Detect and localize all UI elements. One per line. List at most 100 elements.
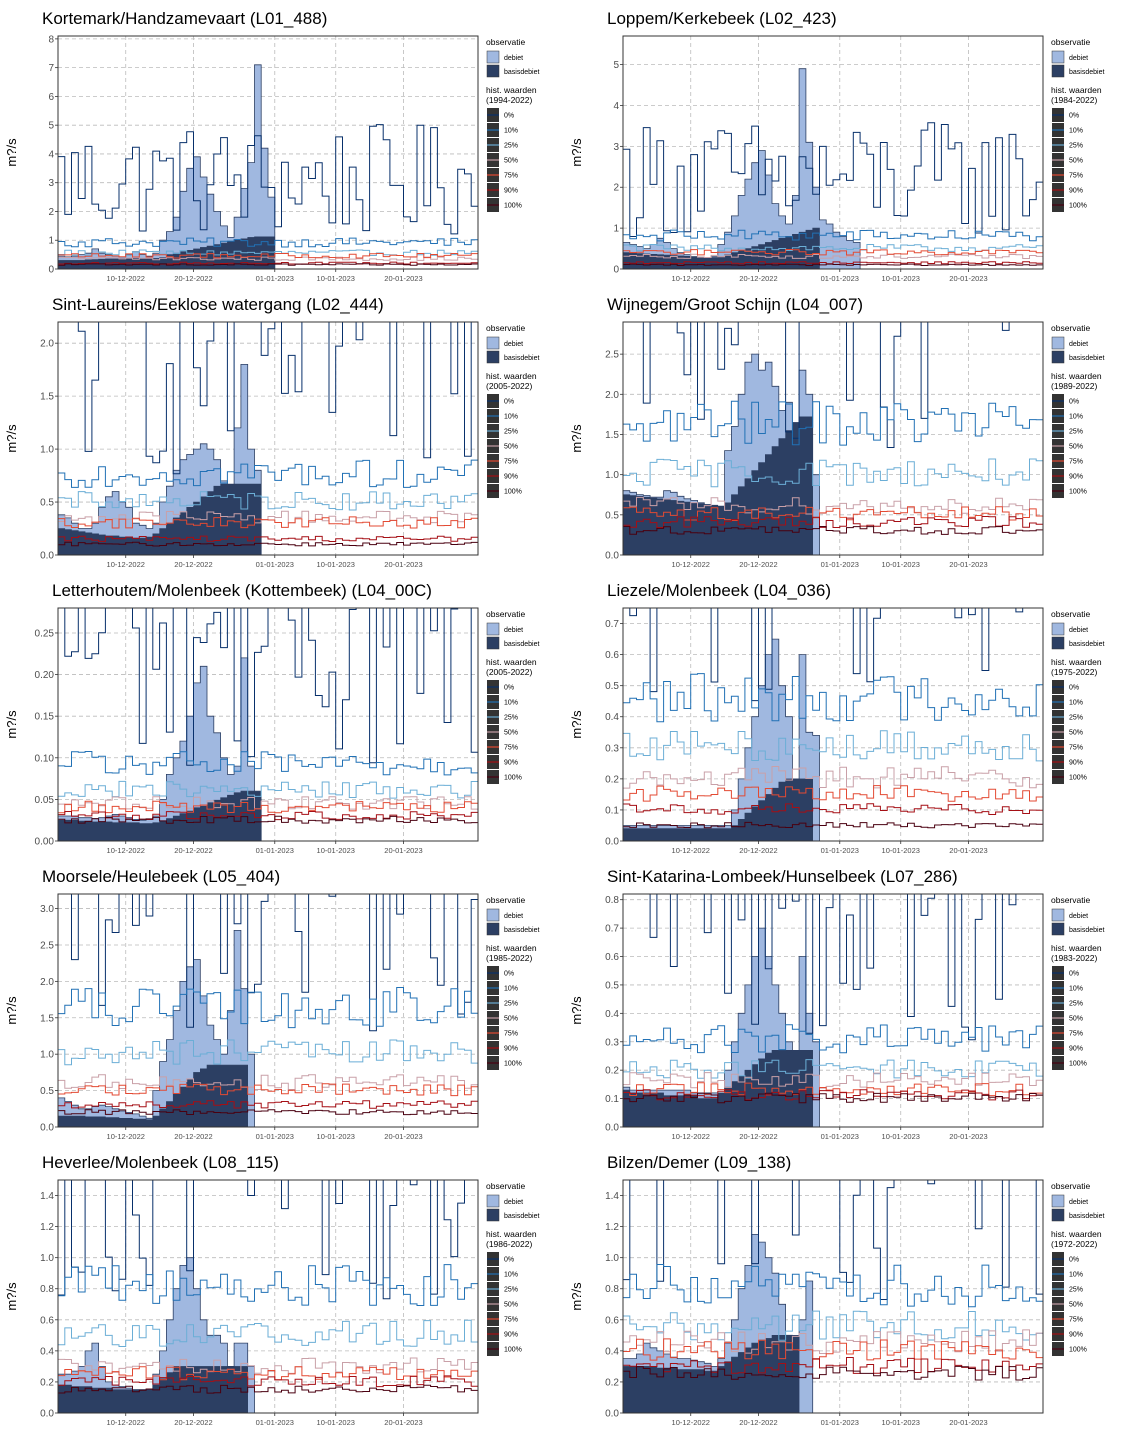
legend-label-hist: 75% xyxy=(504,173,518,180)
legend-swatch-debiet xyxy=(1051,1194,1065,1208)
hist-line-100pct xyxy=(58,263,478,266)
hist-line-50pct xyxy=(58,510,478,524)
x-tick-label: 20-12-2022 xyxy=(739,1132,777,1141)
legend-label-hist: 25% xyxy=(1069,715,1083,722)
legend-swatch-debiet xyxy=(486,622,500,636)
chart-title: Letterhoutem/Molenbeek (Kottembeek) (L04… xyxy=(52,581,432,600)
legend-label-hist: 100% xyxy=(504,203,522,210)
legend-swatch-basisdebiet xyxy=(486,64,500,78)
hist-line-100pct xyxy=(58,1109,478,1116)
y-tick-label: 5 xyxy=(613,60,619,71)
legend-label-hist: 50% xyxy=(1069,730,1083,737)
plot-border xyxy=(57,321,479,556)
x-tick-label: 01-01-2023 xyxy=(821,846,859,855)
legend-label-hist: 25% xyxy=(1069,143,1083,150)
hist-line-0pct xyxy=(623,608,1043,702)
chart-panel-3: Sint-Laureins/Eeklose watergang (L02_444… xyxy=(0,286,564,572)
legend-title-hist-period: (2005-2022) xyxy=(486,667,532,677)
y-tick-label: 2.0 xyxy=(605,390,619,401)
y-tick-label: 0.8 xyxy=(40,1284,54,1295)
legend-swatch-debiet xyxy=(1051,622,1065,636)
legend-label-hist: 50% xyxy=(504,158,518,165)
hist-line-75pct xyxy=(58,800,478,814)
y-tick-label: 0.25 xyxy=(35,628,55,639)
hist-line-50pct xyxy=(58,256,478,261)
plot-border xyxy=(622,893,1044,1128)
y-tick-label: 4 xyxy=(613,101,619,112)
x-tick-label: 20-12-2022 xyxy=(174,846,212,855)
legend-title-hist-period: (1989-2022) xyxy=(1051,381,1097,391)
x-tick-label: 20-01-2023 xyxy=(949,1418,987,1427)
legend-title-hist: hist. waarden xyxy=(1051,657,1102,667)
legend-label-basisdebiet: basisdebiet xyxy=(1069,1213,1104,1220)
legend-label-hist: 10% xyxy=(504,128,518,135)
legend-label-basisdebiet: basisdebiet xyxy=(1069,641,1104,648)
series-debiet-area xyxy=(623,68,861,269)
hist-line-0pct xyxy=(58,1180,478,1300)
plot-area xyxy=(58,322,478,555)
legend-label-debiet: debiet xyxy=(504,913,523,920)
legend-label-hist: 100% xyxy=(504,775,522,782)
plot-area xyxy=(623,322,1043,555)
legend-label-hist: 25% xyxy=(504,429,518,436)
x-tick-label: 10-12-2022 xyxy=(107,1132,145,1141)
legend-label-debiet: debiet xyxy=(1069,55,1088,62)
legend-label-debiet: debiet xyxy=(1069,341,1088,348)
y-tick-label: 1.0 xyxy=(605,1253,619,1264)
hist-line-50pct xyxy=(623,496,1043,515)
legend-label-hist: 75% xyxy=(1069,173,1083,180)
hist-line-75pct xyxy=(58,253,478,259)
y-tick-label: 1 xyxy=(48,236,54,247)
y-tick-label: 0.10 xyxy=(35,753,55,764)
legend-label-hist: 50% xyxy=(504,1016,518,1023)
x-tick-label: 20-01-2023 xyxy=(949,560,987,569)
legend-label-hist: 10% xyxy=(504,1272,518,1279)
y-tick-label: 7 xyxy=(48,63,54,74)
y-tick-label: 0.7 xyxy=(605,619,619,630)
legend-label-hist: 10% xyxy=(1069,128,1083,135)
legend-label-hist: 0% xyxy=(1069,971,1079,978)
hist-line-90pct xyxy=(623,803,1043,815)
hist-line-75pct xyxy=(623,1082,1043,1097)
y-tick-label: 1.2 xyxy=(40,1222,54,1233)
y-tick-label: 1.0 xyxy=(40,1050,54,1061)
hist-line-75pct xyxy=(58,1366,478,1381)
hist-line-10pct xyxy=(58,459,478,488)
y-tick-label: 1.5 xyxy=(605,430,619,441)
legend-title-hist: hist. waarden xyxy=(486,85,537,95)
hist-line-10pct xyxy=(58,751,478,776)
y-tick-label: 0 xyxy=(48,265,54,276)
legend-label-hist: 25% xyxy=(1069,1001,1083,1008)
chart-panel-2: Loppem/Kerkebeek (L02_423) m?/s 0 1 2 3 4 5 10-1… xyxy=(565,0,1129,286)
hist-line-25pct xyxy=(623,244,1043,252)
series-debiet-area xyxy=(58,64,276,269)
y-tick-label: 0.5 xyxy=(605,980,619,991)
hist-line-90pct xyxy=(623,516,1043,528)
x-tick-label: 10-01-2023 xyxy=(317,274,355,283)
legend-swatch-basisdebiet xyxy=(486,1208,500,1222)
y-tick-label: 0.5 xyxy=(605,510,619,521)
hist-line-25pct xyxy=(623,458,1043,488)
y-axis-label: m?/s xyxy=(569,710,584,739)
legend-label-hist: 100% xyxy=(504,1347,522,1354)
legend-label-basisdebiet: basisdebiet xyxy=(504,355,539,362)
legend-label-hist: 0% xyxy=(1069,113,1079,120)
y-tick-label: 2 xyxy=(48,207,54,218)
legend-label-hist: 25% xyxy=(1069,1287,1083,1294)
legend-label-hist: 90% xyxy=(1069,474,1083,481)
x-tick-label: 10-01-2023 xyxy=(317,846,355,855)
y-tick-label: 3 xyxy=(48,178,54,189)
legend-label-hist: 90% xyxy=(504,188,518,195)
hist-line-100pct xyxy=(623,526,1043,535)
legend-label-hist: 100% xyxy=(1069,775,1087,782)
legend-swatch-basisdebiet xyxy=(486,636,500,650)
y-tick-label: 0.8 xyxy=(605,895,619,906)
x-tick-label: 01-01-2023 xyxy=(256,846,294,855)
legend-title-hist: hist. waarden xyxy=(486,371,537,381)
y-tick-label: 0.6 xyxy=(605,952,619,963)
legend-label-hist: 10% xyxy=(504,414,518,421)
x-tick-label: 01-01-2023 xyxy=(821,1418,859,1427)
y-tick-label: 0.0 xyxy=(40,1409,54,1420)
hist-line-90pct xyxy=(623,1089,1043,1101)
x-tick-label: 20-01-2023 xyxy=(384,1132,422,1141)
